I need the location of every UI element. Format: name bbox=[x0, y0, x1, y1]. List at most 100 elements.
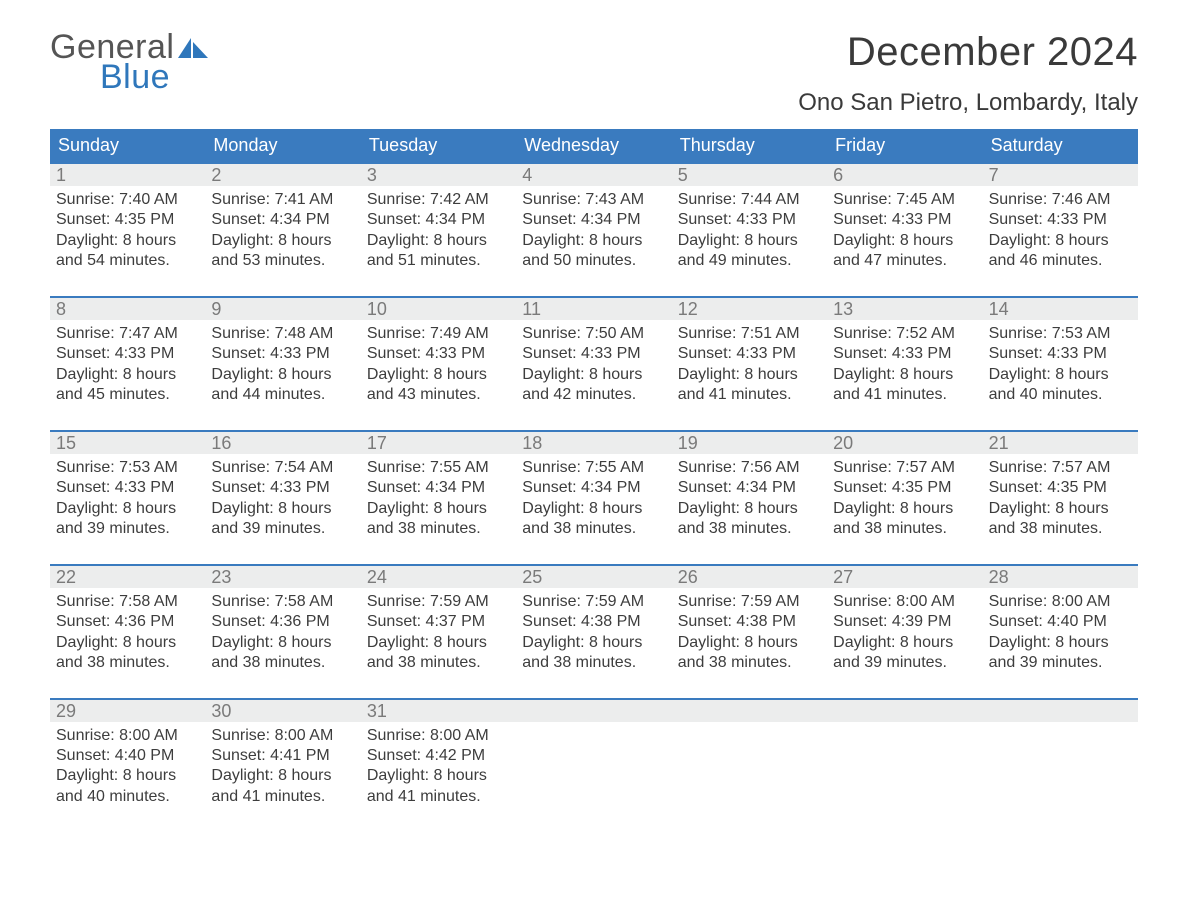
day-number: 14 bbox=[983, 298, 1138, 320]
daylight-line-2: and 39 minutes. bbox=[56, 519, 199, 539]
day-cell bbox=[672, 722, 827, 810]
daylight-line-2: and 38 minutes. bbox=[522, 653, 665, 673]
daylight-line-2: and 49 minutes. bbox=[678, 251, 821, 271]
daylight-line-2: and 41 minutes. bbox=[367, 787, 510, 807]
daylight-line-2: and 40 minutes. bbox=[56, 787, 199, 807]
daylight-line-1: Daylight: 8 hours bbox=[367, 766, 510, 786]
sunset-line: Sunset: 4:33 PM bbox=[833, 210, 976, 230]
sunset-line: Sunset: 4:33 PM bbox=[56, 344, 199, 364]
sunrise-line: Sunrise: 7:56 AM bbox=[678, 458, 821, 478]
sunrise-line: Sunrise: 8:00 AM bbox=[989, 592, 1132, 612]
daynum-row: 22232425262728 bbox=[50, 566, 1138, 588]
daylight-line-1: Daylight: 8 hours bbox=[833, 499, 976, 519]
day-cell: Sunrise: 7:57 AMSunset: 4:35 PMDaylight:… bbox=[983, 454, 1138, 542]
day-number: 15 bbox=[50, 432, 205, 454]
daylight-line-2: and 38 minutes. bbox=[56, 653, 199, 673]
sunrise-line: Sunrise: 7:53 AM bbox=[989, 324, 1132, 344]
sunset-line: Sunset: 4:33 PM bbox=[522, 344, 665, 364]
sunset-line: Sunset: 4:33 PM bbox=[678, 344, 821, 364]
daylight-line-1: Daylight: 8 hours bbox=[833, 231, 976, 251]
sunset-line: Sunset: 4:33 PM bbox=[833, 344, 976, 364]
sunrise-line: Sunrise: 7:55 AM bbox=[367, 458, 510, 478]
sunrise-line: Sunrise: 8:00 AM bbox=[833, 592, 976, 612]
day-number bbox=[827, 700, 982, 722]
daylight-line-2: and 39 minutes. bbox=[833, 653, 976, 673]
day-number: 23 bbox=[205, 566, 360, 588]
daylight-line-2: and 45 minutes. bbox=[56, 385, 199, 405]
day-number: 26 bbox=[672, 566, 827, 588]
daylight-line-2: and 38 minutes. bbox=[678, 653, 821, 673]
day-cell: Sunrise: 7:41 AMSunset: 4:34 PMDaylight:… bbox=[205, 186, 360, 274]
sunrise-line: Sunrise: 7:55 AM bbox=[522, 458, 665, 478]
daynum-row: 891011121314 bbox=[50, 298, 1138, 320]
daylight-line-1: Daylight: 8 hours bbox=[833, 365, 976, 385]
day-cell: Sunrise: 7:56 AMSunset: 4:34 PMDaylight:… bbox=[672, 454, 827, 542]
day-number: 12 bbox=[672, 298, 827, 320]
day-number: 24 bbox=[361, 566, 516, 588]
daylight-line-1: Daylight: 8 hours bbox=[989, 231, 1132, 251]
sunset-line: Sunset: 4:33 PM bbox=[367, 344, 510, 364]
day-number: 1 bbox=[50, 164, 205, 186]
sunset-line: Sunset: 4:34 PM bbox=[678, 478, 821, 498]
logo: General Blue bbox=[50, 30, 208, 97]
daylight-line-2: and 50 minutes. bbox=[522, 251, 665, 271]
day-number: 8 bbox=[50, 298, 205, 320]
day-cell: Sunrise: 7:59 AMSunset: 4:38 PMDaylight:… bbox=[672, 588, 827, 676]
day-header: Wednesday bbox=[516, 129, 671, 162]
day-cell: Sunrise: 7:51 AMSunset: 4:33 PMDaylight:… bbox=[672, 320, 827, 408]
sunrise-line: Sunrise: 7:44 AM bbox=[678, 190, 821, 210]
sunset-line: Sunset: 4:36 PM bbox=[56, 612, 199, 632]
day-cell: Sunrise: 8:00 AMSunset: 4:39 PMDaylight:… bbox=[827, 588, 982, 676]
day-number: 7 bbox=[983, 164, 1138, 186]
sunrise-line: Sunrise: 7:58 AM bbox=[211, 592, 354, 612]
daylight-line-1: Daylight: 8 hours bbox=[678, 231, 821, 251]
day-number: 2 bbox=[205, 164, 360, 186]
day-header: Thursday bbox=[672, 129, 827, 162]
daylight-line-2: and 38 minutes. bbox=[367, 653, 510, 673]
sunset-line: Sunset: 4:33 PM bbox=[989, 210, 1132, 230]
sunrise-line: Sunrise: 8:00 AM bbox=[367, 726, 510, 746]
day-header: Tuesday bbox=[361, 129, 516, 162]
sunrise-line: Sunrise: 7:59 AM bbox=[522, 592, 665, 612]
day-cell: Sunrise: 7:57 AMSunset: 4:35 PMDaylight:… bbox=[827, 454, 982, 542]
sunrise-line: Sunrise: 7:59 AM bbox=[678, 592, 821, 612]
sunset-line: Sunset: 4:34 PM bbox=[367, 478, 510, 498]
daylight-line-2: and 39 minutes. bbox=[211, 519, 354, 539]
daylight-line-2: and 38 minutes. bbox=[678, 519, 821, 539]
page: General Blue December 2024 Ono San Pietr… bbox=[0, 0, 1188, 849]
day-number: 9 bbox=[205, 298, 360, 320]
day-cell: Sunrise: 7:52 AMSunset: 4:33 PMDaylight:… bbox=[827, 320, 982, 408]
daylight-line-1: Daylight: 8 hours bbox=[56, 766, 199, 786]
day-cell: Sunrise: 7:48 AMSunset: 4:33 PMDaylight:… bbox=[205, 320, 360, 408]
day-cell bbox=[827, 722, 982, 810]
sunset-line: Sunset: 4:35 PM bbox=[989, 478, 1132, 498]
daylight-line-1: Daylight: 8 hours bbox=[522, 499, 665, 519]
day-cell: Sunrise: 7:43 AMSunset: 4:34 PMDaylight:… bbox=[516, 186, 671, 274]
sunrise-line: Sunrise: 7:43 AM bbox=[522, 190, 665, 210]
daylight-line-1: Daylight: 8 hours bbox=[367, 231, 510, 251]
sunrise-line: Sunrise: 7:57 AM bbox=[833, 458, 976, 478]
title-block: December 2024 Ono San Pietro, Lombardy, … bbox=[798, 30, 1138, 117]
daylight-line-2: and 44 minutes. bbox=[211, 385, 354, 405]
daylight-line-2: and 40 minutes. bbox=[989, 385, 1132, 405]
day-cell: Sunrise: 7:55 AMSunset: 4:34 PMDaylight:… bbox=[361, 454, 516, 542]
daylight-line-1: Daylight: 8 hours bbox=[211, 499, 354, 519]
day-number bbox=[516, 700, 671, 722]
week-row: 293031Sunrise: 8:00 AMSunset: 4:40 PMDay… bbox=[50, 698, 1138, 810]
sunset-line: Sunset: 4:33 PM bbox=[56, 478, 199, 498]
day-number: 27 bbox=[827, 566, 982, 588]
sunset-line: Sunset: 4:33 PM bbox=[678, 210, 821, 230]
day-cell: Sunrise: 7:55 AMSunset: 4:34 PMDaylight:… bbox=[516, 454, 671, 542]
sunrise-line: Sunrise: 7:42 AM bbox=[367, 190, 510, 210]
sunset-line: Sunset: 4:35 PM bbox=[833, 478, 976, 498]
sunset-line: Sunset: 4:42 PM bbox=[367, 746, 510, 766]
daylight-line-1: Daylight: 8 hours bbox=[833, 633, 976, 653]
sunrise-line: Sunrise: 8:00 AM bbox=[211, 726, 354, 746]
day-header: Saturday bbox=[983, 129, 1138, 162]
week-row: 15161718192021Sunrise: 7:53 AMSunset: 4:… bbox=[50, 430, 1138, 542]
day-cell: Sunrise: 7:44 AMSunset: 4:33 PMDaylight:… bbox=[672, 186, 827, 274]
daylight-line-1: Daylight: 8 hours bbox=[211, 231, 354, 251]
daylight-line-1: Daylight: 8 hours bbox=[522, 365, 665, 385]
day-number: 21 bbox=[983, 432, 1138, 454]
day-cell: Sunrise: 7:40 AMSunset: 4:35 PMDaylight:… bbox=[50, 186, 205, 274]
